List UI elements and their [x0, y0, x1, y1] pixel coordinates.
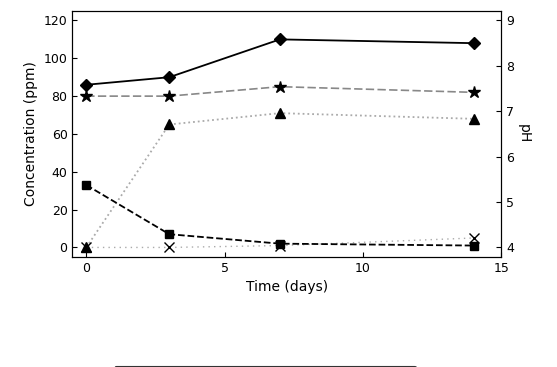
- Ca: [277, 37, 284, 41]
- X-axis label: Time (days): Time (days): [246, 280, 328, 294]
- Y-axis label: pH: pH: [517, 124, 531, 143]
- Ag: [277, 243, 284, 248]
- Line: Ca: Ca: [82, 35, 478, 89]
- pH: [166, 94, 173, 98]
- Si: [83, 245, 90, 250]
- pH: [83, 94, 90, 98]
- pH: [277, 84, 284, 89]
- Y-axis label: Concentration (ppm): Concentration (ppm): [24, 62, 38, 206]
- Ag: [470, 236, 477, 240]
- P: [166, 232, 173, 236]
- Line: pH: pH: [80, 80, 480, 102]
- Ag: [166, 245, 173, 250]
- Si: [470, 117, 477, 121]
- Si: [166, 122, 173, 127]
- P: [277, 241, 284, 246]
- Line: Si: Si: [81, 108, 478, 252]
- Ag: [83, 245, 90, 250]
- Si: [277, 111, 284, 115]
- Ca: [166, 75, 173, 79]
- Ca: [83, 83, 90, 87]
- pH: [470, 90, 477, 95]
- Ca: [470, 41, 477, 46]
- Line: Ag: Ag: [81, 233, 478, 252]
- Legend: Ca, P, Si, Ag, pH: Ca, P, Si, Ag, pH: [114, 366, 417, 367]
- P: [470, 243, 477, 248]
- P: [83, 183, 90, 187]
- Line: P: P: [82, 181, 478, 250]
